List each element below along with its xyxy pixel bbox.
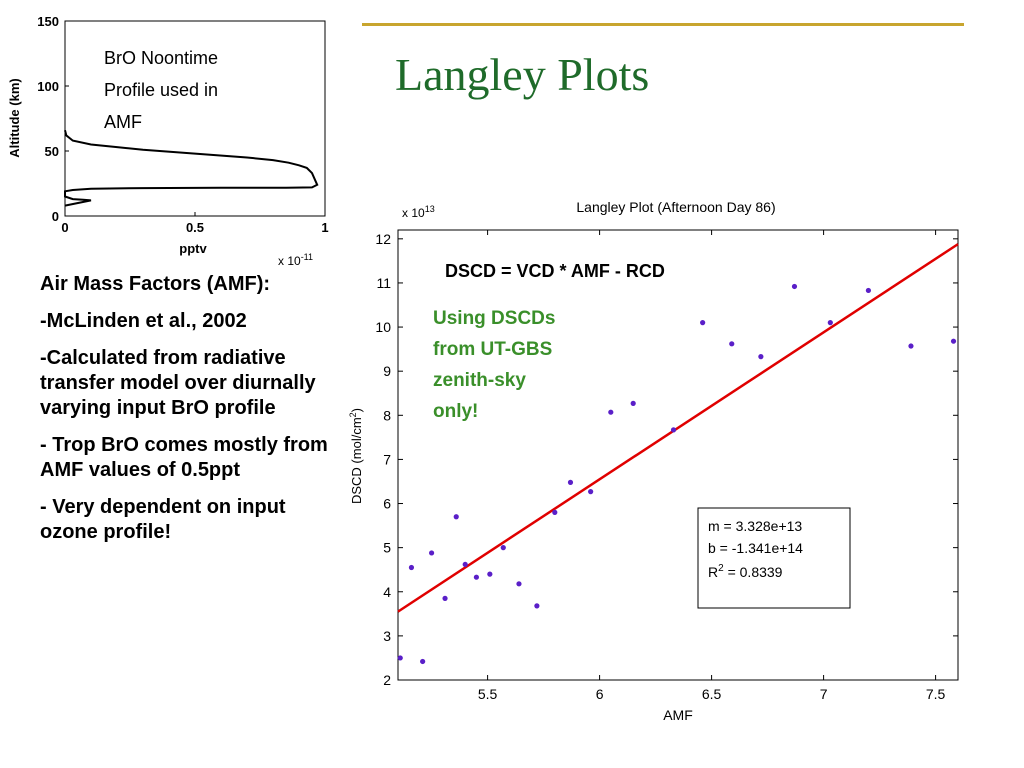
langley-data-point — [516, 581, 522, 587]
profile-x-tick-label: 0 — [61, 220, 68, 235]
langley-data-point — [567, 479, 574, 485]
profile-x-tick-label: 0.5 — [186, 220, 204, 235]
langley-y-tick-label: 12 — [375, 231, 391, 247]
langley-ticks: 5.5 6 6.5 7 7.5 2 3 4 5 6 7 8 9 10 11 12 — [375, 230, 958, 702]
langley-data-point — [462, 561, 468, 568]
profile-annotation-line-1: BrO Noontime — [104, 48, 218, 68]
profile-ticks: 0 0.5 1 0 50 100 150 — [37, 14, 328, 235]
langley-note-line-2: from UT-GBS — [433, 339, 552, 360]
profile-annotation-line-3: AMF — [104, 112, 142, 132]
stats-slope: m = 3.328e+13 — [708, 518, 802, 534]
langley-points — [397, 283, 957, 665]
langley-data-point — [670, 427, 677, 433]
profile-y-tick-label: 0 — [52, 209, 59, 224]
langley-plot-frame — [397, 229, 959, 681]
profile-y-tick-label: 100 — [37, 79, 59, 94]
bullet-mclinden: -McLinden et al., 2002 — [40, 310, 247, 332]
profile-y-tick-label: 150 — [37, 14, 59, 29]
langley-y-axis-label: DSCD (mol/cm2) — [348, 408, 364, 504]
langley-equation: DSCD = VCD * AMF - RCD — [445, 261, 665, 281]
profile-y-axis-label: Altitude (km) — [7, 78, 22, 157]
stats-intercept: b = -1.341e+14 — [708, 540, 803, 556]
langley-y-tick-label: 7 — [383, 451, 391, 467]
langley-y-tick-label: 2 — [383, 672, 391, 688]
stats-box-frame — [697, 507, 851, 609]
langley-y-tick-label: 8 — [383, 407, 391, 423]
langley-data-point — [791, 283, 798, 290]
slide-title: Langley Plots — [395, 49, 650, 100]
profile-y-tick-label: 50 — [45, 144, 59, 159]
langley-x-tick-label: 6.5 — [702, 686, 722, 702]
langley-data-point — [552, 509, 558, 515]
langley-data-point — [865, 287, 872, 294]
langley-data-point — [500, 545, 506, 551]
langley-y-tick-label: 9 — [383, 363, 391, 379]
langley-data-point — [630, 400, 636, 406]
langley-data-point — [442, 595, 448, 601]
langley-data-point — [397, 655, 403, 661]
langley-x-tick-label: 6 — [596, 686, 604, 702]
langley-stats-box: m = 3.328e+13 b = -1.341e+14 R2 = 0.8339 — [697, 507, 851, 609]
langley-data-point — [758, 354, 764, 360]
langley-data-point — [700, 320, 706, 326]
bro-profile-chart: 0 0.5 1 0 50 100 150 BrO Noontime Profile used… — [7, 14, 329, 268]
profile-annotation-line-2: Profile used in — [104, 80, 218, 100]
langley-data-point — [453, 514, 459, 520]
langley-y-tick-label: 11 — [376, 275, 391, 291]
langley-x-tick-label: 5.5 — [478, 686, 498, 702]
langley-data-point — [908, 343, 914, 349]
stats-r-squared: R2 = 0.8339 — [708, 563, 783, 580]
langley-y-tick-label: 3 — [383, 628, 391, 644]
bullet-radiative-transfer: -Calculated from radiative transfer mode… — [40, 347, 316, 419]
title-rule — [362, 23, 964, 26]
bullet-list: Air Mass Factors (AMF): -McLinden et al.… — [40, 272, 330, 557]
langley-data-point — [950, 338, 957, 344]
langley-note-line-1: Using DSCDs — [433, 308, 555, 329]
profile-x-tick-label: 1 — [321, 220, 328, 235]
langley-y-tick-label: 10 — [375, 319, 391, 335]
langley-data-point — [827, 320, 833, 326]
langley-y-tick-label: 4 — [383, 584, 391, 600]
langley-data-point — [429, 550, 435, 556]
langley-y-tick-label: 6 — [383, 496, 391, 512]
langley-data-point — [487, 571, 493, 577]
bullet-ozone-profile: - Very dependent on input ozone profile! — [40, 496, 286, 543]
langley-x-tick-label: 7.5 — [926, 686, 946, 702]
langley-data-point — [608, 409, 614, 415]
langley-data-point — [729, 341, 735, 347]
langley-data-point — [420, 658, 426, 665]
langley-data-point — [473, 574, 479, 580]
langley-y-multiplier: x 1013 — [402, 204, 435, 220]
profile-series-line — [64, 129, 319, 207]
langley-x-tick-label: 7 — [820, 686, 828, 702]
langley-fit-line — [397, 243, 959, 613]
langley-note-line-4: only! — [433, 401, 478, 422]
langley-chart-title: Langley Plot (Afternoon Day 86) — [576, 199, 775, 215]
langley-data-point — [534, 603, 540, 609]
bullet-amf-heading: Air Mass Factors (AMF): — [40, 273, 271, 295]
profile-x-axis-label: pptv — [179, 241, 207, 256]
langley-data-point — [588, 489, 594, 495]
langley-x-axis-label: AMF — [663, 707, 693, 723]
langley-note: Using DSCDs from UT-GBS zenith-sky only! — [433, 308, 555, 422]
langley-note-line-3: zenith-sky — [433, 370, 526, 391]
langley-y-tick-label: 5 — [383, 540, 391, 556]
langley-data-point — [408, 564, 415, 571]
profile-x-multiplier: x 10-11 — [278, 252, 313, 268]
bullet-trop-bro: - Trop BrO comes mostly from AMF values … — [40, 434, 328, 481]
